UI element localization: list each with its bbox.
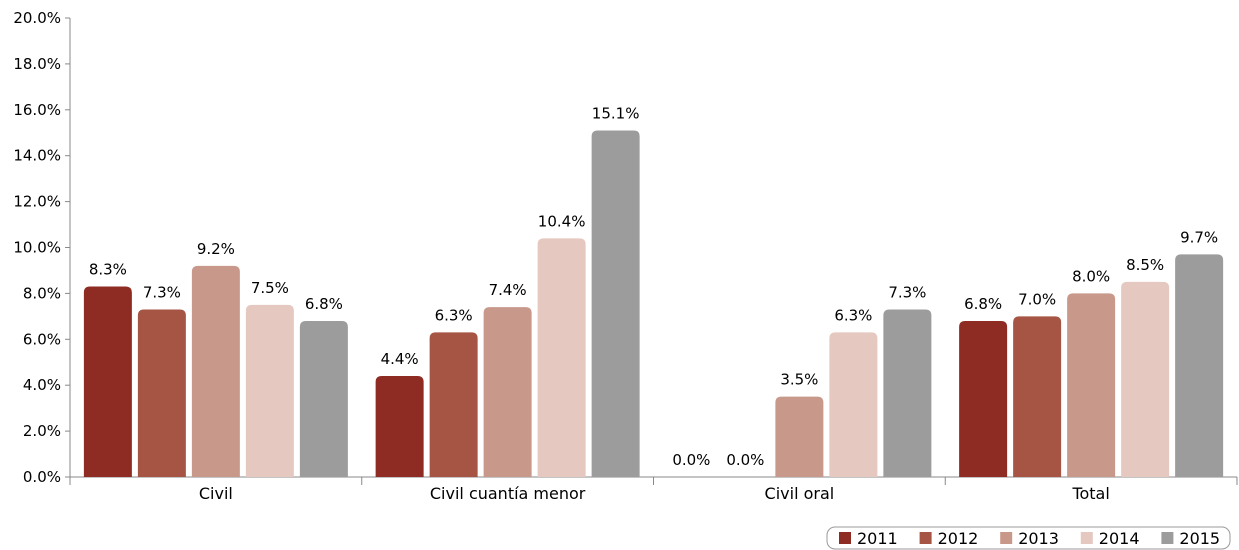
legend-label: 2015	[1179, 529, 1220, 548]
y-tick-label: 18.0%	[13, 55, 61, 73]
y-tick-label: 14.0%	[13, 147, 61, 165]
y-tick-label: 10.0%	[13, 239, 61, 257]
y-axis: 0.0% 2.0% 4.0% 6.0% 8.0% 10.0% 12.0% 14.0% 16.0%…	[13, 9, 71, 486]
y-tick-label: 20.0%	[13, 9, 61, 27]
bar	[1013, 316, 1062, 477]
legend-label: 2011	[857, 529, 898, 548]
y-tick-label: 16.0%	[13, 101, 61, 119]
bar	[1067, 293, 1116, 477]
data-label: 6.3%	[834, 306, 872, 324]
bar	[191, 265, 240, 477]
legend-label: 2014	[1099, 529, 1140, 548]
data-label: 6.8%	[964, 295, 1002, 313]
bar	[137, 309, 186, 477]
legend-swatch	[1000, 532, 1013, 544]
legend-swatch	[1161, 532, 1174, 544]
y-tick-label: 4.0%	[23, 376, 61, 394]
data-label: 7.4%	[489, 281, 527, 299]
data-label: 15.1%	[592, 104, 640, 122]
data-label: 3.5%	[780, 371, 818, 389]
x-axis: Civil Civil cuantía menor Civil oral Total	[69, 476, 1238, 503]
x-tick-label: Civil cuantía menor	[430, 484, 586, 503]
bar	[1121, 281, 1170, 477]
data-label: 6.3%	[435, 306, 473, 324]
y-tick-label: 0.0%	[23, 468, 61, 486]
data-label: 8.0%	[1072, 267, 1110, 285]
data-label: 8.5%	[1126, 256, 1164, 274]
legend-label: 2013	[1018, 529, 1059, 548]
bar	[829, 332, 878, 477]
data-label: 10.4%	[538, 212, 586, 230]
bar	[375, 376, 424, 477]
bars	[83, 130, 1224, 477]
bar	[959, 320, 1008, 477]
bar	[591, 130, 640, 477]
data-label: 6.8%	[305, 295, 343, 313]
bar	[299, 320, 348, 477]
data-label: 7.3%	[143, 283, 181, 301]
legend-swatch	[839, 532, 851, 544]
x-tick-label: Total	[1071, 484, 1109, 503]
bar	[245, 304, 294, 477]
value-labels: 8.3% 7.3% 9.2% 7.5% 6.8% 4.4% 6.3% 7.4% 10.4% 15.…	[89, 104, 1218, 469]
y-tick-label: 12.0%	[13, 193, 61, 211]
data-label: 7.3%	[888, 283, 926, 301]
legend-label: 2012	[938, 529, 979, 548]
y-tick-label: 2.0%	[23, 422, 61, 440]
legend: 2011 2012 2013 2014 2015	[826, 526, 1231, 550]
y-tick-label: 8.0%	[23, 284, 61, 302]
data-label: 0.0%	[672, 451, 710, 469]
data-label: 9.2%	[197, 240, 235, 258]
bar	[775, 396, 824, 477]
data-label: 9.7%	[1180, 228, 1218, 246]
data-label: 8.3%	[89, 261, 127, 279]
bar	[883, 309, 932, 477]
data-label: 4.4%	[381, 350, 419, 368]
legend-swatch	[1080, 532, 1093, 544]
data-label: 7.5%	[251, 279, 289, 297]
legend-swatch	[919, 532, 932, 544]
bar	[429, 332, 478, 477]
data-label: 7.0%	[1018, 290, 1056, 308]
bar	[1175, 254, 1224, 477]
x-tick-label: Civil oral	[765, 484, 835, 503]
y-tick-label: 6.0%	[23, 330, 61, 348]
x-tick-label: Civil	[199, 484, 233, 503]
bar	[483, 307, 532, 477]
bar	[537, 238, 586, 477]
data-label: 0.0%	[726, 451, 764, 469]
bar	[83, 286, 132, 477]
